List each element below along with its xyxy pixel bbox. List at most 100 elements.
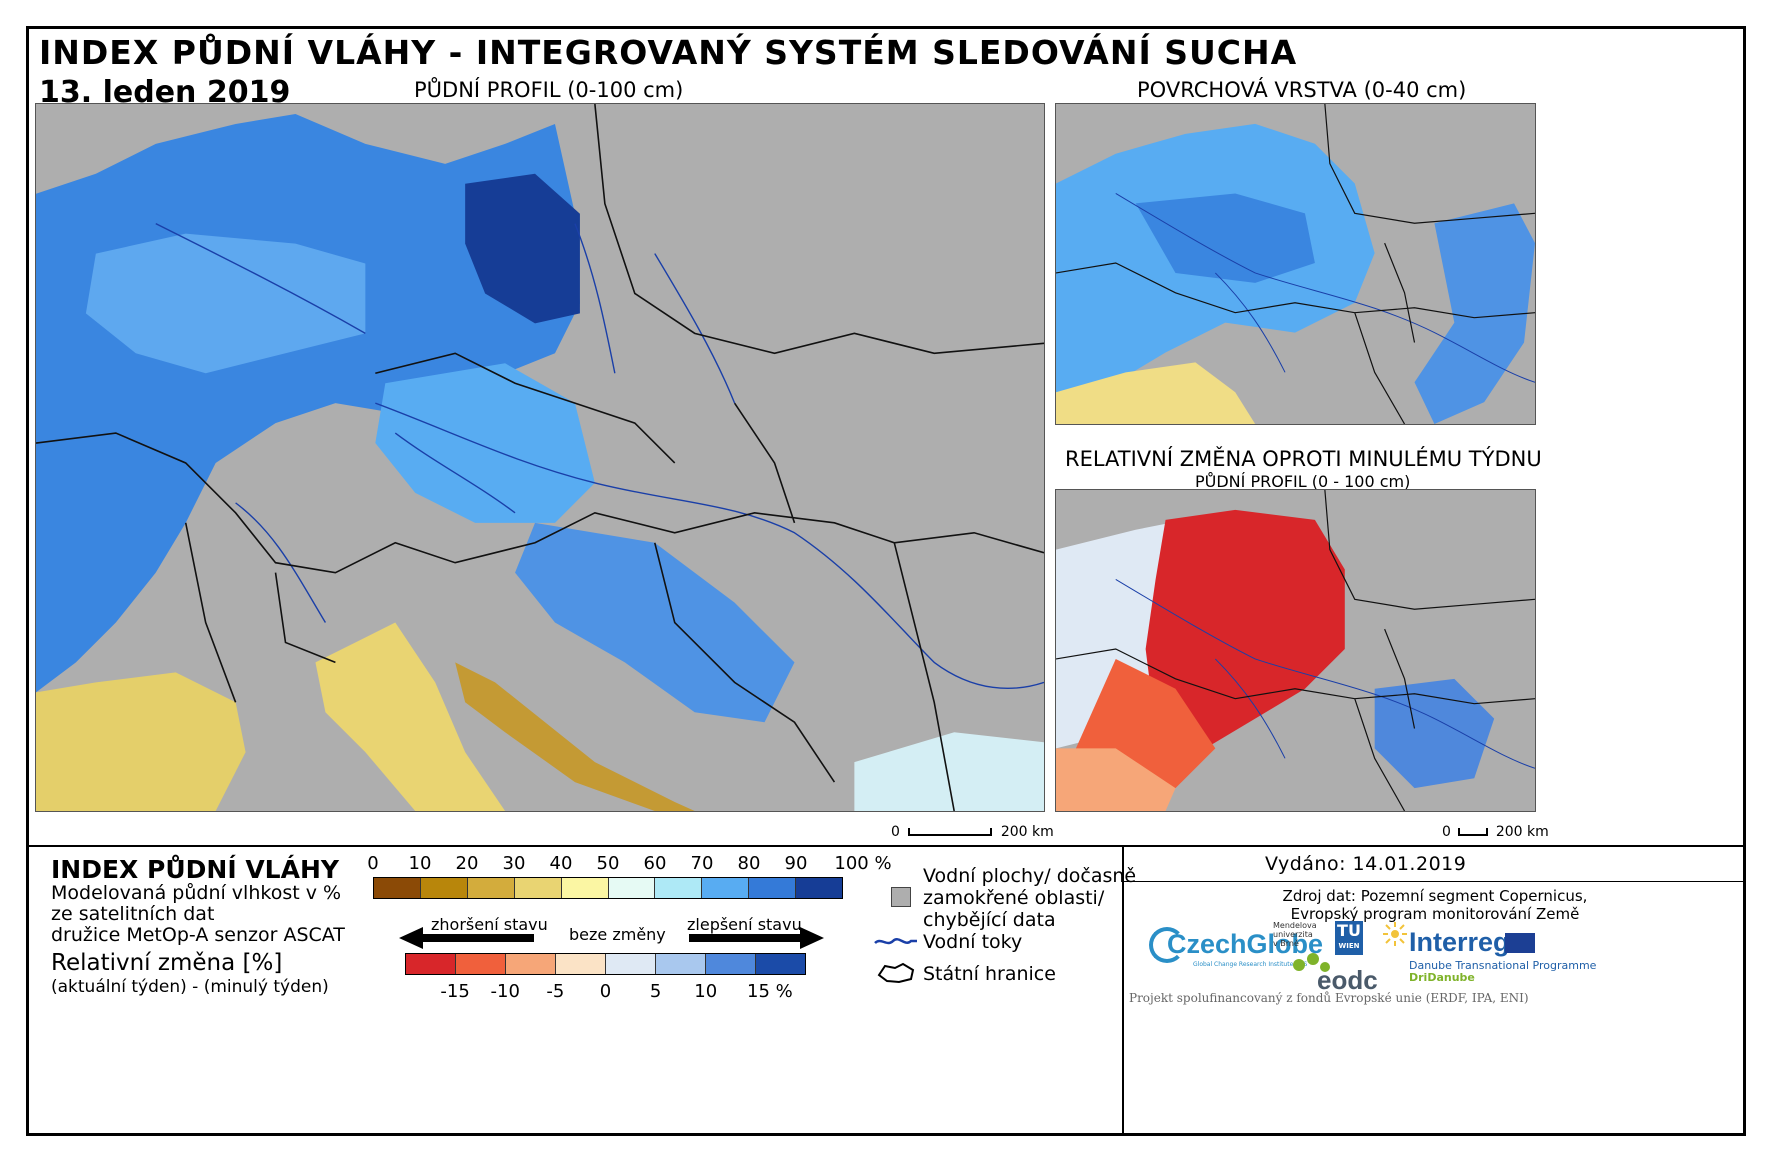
change-map-south-decline [1056, 748, 1176, 811]
mendel-logo-line2: univerzita [1273, 930, 1313, 939]
index-color-cell [467, 878, 515, 898]
danube-programme-label: Danube Transnational Programme [1409, 959, 1597, 972]
border-symbol-icon [877, 962, 915, 984]
change-color-cell [656, 954, 706, 974]
index-colorbar [373, 877, 843, 899]
index-tick-label: 10 [408, 853, 432, 874]
mendel-logo-line3: v Brně [1273, 939, 1299, 948]
relative-change-map [1055, 489, 1536, 812]
river-symbol-icon [874, 938, 917, 945]
surface-map-rivers [1115, 193, 1535, 383]
index-tick-label: 0 [367, 853, 379, 874]
index-tick-label: 60 [643, 853, 667, 874]
water-bodies-line1: Vodní plochy/ dočasně [923, 865, 1137, 887]
better-label: zlepšení stavu [687, 915, 802, 934]
funding-footer: Projekt spolufinancovaný z fondů Evropsk… [1129, 991, 1529, 1005]
main-scale-bar: 0 200 km [891, 824, 1054, 840]
czechglobe-logo-icon [1149, 927, 1185, 963]
rivers-label: Vodní toky [923, 931, 1023, 953]
change-tick-label: -5 [546, 981, 565, 1002]
page-title: INDEX PŮDNÍ VLÁHY - INTEGROVANÝ SYSTÉM S… [39, 33, 1298, 72]
index-tick-label: 100 % [834, 853, 892, 874]
index-color-cell [796, 878, 843, 898]
interreg-logo: Interreg [1409, 927, 1510, 957]
small-scale-zero: 0 [1442, 824, 1451, 840]
change-color-cell [756, 954, 805, 974]
interreg-sun-icon [1383, 922, 1407, 946]
index-color-cell [420, 878, 468, 898]
index-tick-label: 40 [549, 853, 573, 874]
issued-separator [1124, 881, 1743, 882]
mendel-logo-line1: Mendelova [1273, 921, 1317, 930]
source-line1: Zdroj dat: Pozemní segment Copernicus, [1282, 887, 1588, 905]
change-color-cell [456, 954, 506, 974]
index-tick-label: 90 [784, 853, 808, 874]
no-change-label: beze změny [569, 925, 666, 944]
better-arrow-icon [689, 927, 824, 949]
main-map-canvas [36, 104, 1044, 811]
worse-arrow-icon [399, 927, 534, 949]
change-tick-label: 0 [599, 981, 612, 1002]
main-map-dry-italy [315, 622, 506, 811]
surface-map-canvas [1056, 104, 1535, 424]
tuwien-logo: TU WIEN [1335, 921, 1363, 955]
small-scale-bar: 0 200 km [1442, 824, 1549, 840]
index-tick-label: 30 [502, 853, 526, 874]
change-color-cell [706, 954, 756, 974]
change-colorbar [405, 953, 806, 975]
main-map-dry-adriatic [455, 662, 695, 811]
index-color-cell [608, 878, 656, 898]
index-color-cell [749, 878, 797, 898]
legend-desc-line3: družice MetOp-A senzor ASCAT [51, 924, 345, 946]
legend-separator [29, 845, 1743, 847]
change-map-title: RELATIVNÍ ZMĚNA OPROTI MINULÉMU TÝDNU [1065, 447, 1542, 471]
main-scale-zero: 0 [891, 824, 900, 840]
index-color-cell [561, 878, 609, 898]
change-tick-label: -10 [490, 981, 520, 1002]
change-tick-label: 10 [694, 981, 718, 1002]
change-tick-label: -15 [440, 981, 470, 1002]
dridanube-label: DriDanube [1409, 971, 1475, 984]
tuwien-logo-line2: WIEN [1338, 942, 1360, 950]
mendel-dots-icon [1293, 953, 1330, 972]
main-map-balkan-moist [515, 522, 795, 723]
index-tick-label: 70 [690, 853, 714, 874]
change-color-cell [506, 954, 556, 974]
change-color-cell [556, 954, 606, 974]
surface-map-borders [1056, 104, 1535, 424]
main-map-wet-core [465, 173, 580, 324]
map-sheet: INDEX PŮDNÍ VLÁHY - INTEGROVANÝ SYSTÉM S… [26, 26, 1746, 1136]
change-tick-label: 15 % [747, 981, 793, 1002]
change-direction-arrows [399, 927, 824, 949]
change-color-cell [406, 954, 456, 974]
main-soil-moisture-map [35, 103, 1045, 812]
water-bodies-line2: zamokřené oblasti/ [923, 887, 1105, 909]
change-map-canvas [1056, 490, 1535, 811]
main-map-title: PŮDNÍ PROFIL (0-100 cm) [414, 78, 684, 102]
nodata-swatch [891, 887, 911, 907]
main-scale-line [908, 828, 993, 836]
main-scale-end: 200 km [1000, 824, 1054, 840]
water-bodies-line3: chybějící data [923, 909, 1056, 931]
tuwien-logo-line1: TU [1337, 921, 1361, 940]
info-separator [1122, 845, 1124, 1133]
surface-map-dry-south [1056, 362, 1256, 424]
main-map-dry-sea-coast [854, 732, 1044, 811]
change-map-improve-east [1374, 678, 1495, 789]
surface-map-wet-core [1135, 193, 1315, 283]
change-map-borders [1056, 490, 1535, 811]
czechglobe-logo-sub: Global Change Research Institute CAS [1193, 961, 1308, 968]
index-color-cell [655, 878, 703, 898]
small-scale-end: 200 km [1495, 824, 1549, 840]
change-map-rivers [1115, 579, 1535, 769]
eu-flag-icon [1505, 933, 1535, 953]
main-map-light-blue [85, 233, 366, 374]
source-line2: Evropský program monitorování Země [1290, 905, 1580, 923]
borders-label: Státní hranice [923, 963, 1056, 985]
change-legend-desc: (aktuální týden) - (minulý týden) [51, 977, 329, 997]
legend-title: INDEX PŮDNÍ VLÁHY [51, 855, 339, 884]
change-color-cell [606, 954, 656, 974]
main-map-rivers [155, 223, 1044, 689]
index-tick-label: 20 [455, 853, 479, 874]
eodc-logo: eodc [1317, 965, 1378, 995]
